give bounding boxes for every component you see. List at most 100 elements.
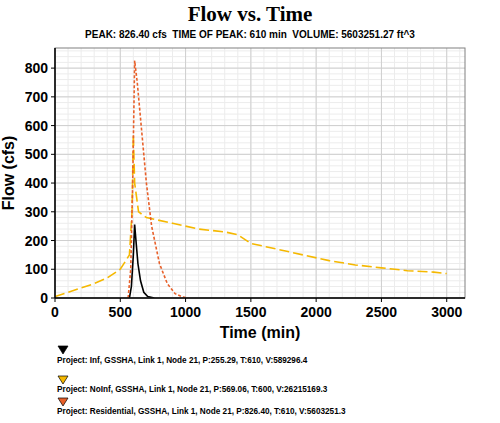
minor-grid-line: [250, 48, 251, 298]
y-tick: [51, 298, 55, 299]
grid-line: [55, 48, 56, 298]
minor-grid-line: [55, 79, 465, 80]
grid-line: [120, 48, 121, 298]
y-tick: [51, 154, 55, 155]
grid-line: [55, 68, 465, 69]
y-tick: [51, 125, 55, 126]
minor-grid-line: [55, 102, 465, 103]
y-tick-label: 600: [25, 118, 49, 134]
grid-line: [55, 298, 465, 299]
minor-grid-line: [185, 48, 186, 298]
x-tick: [446, 298, 447, 302]
x-tick-label: 0: [51, 304, 59, 320]
y-tick-label: 800: [25, 60, 49, 76]
legend-label: Project: NoInf, GSSHA, Link 1, Node 21, …: [57, 385, 328, 394]
minor-grid-line: [55, 165, 465, 166]
title: Flow vs. Time: [188, 2, 313, 26]
x-tick-label: 2500: [366, 304, 397, 320]
x-tick: [250, 298, 251, 302]
minor-grid-line: [55, 263, 465, 264]
minor-grid-line: [55, 68, 465, 69]
minor-grid-line: [55, 171, 465, 172]
x-tick: [120, 298, 121, 302]
grid-line: [55, 269, 465, 270]
series-line: [55, 134, 447, 296]
minor-grid-line: [55, 234, 465, 235]
minor-grid-line: [55, 91, 465, 92]
series-line: [128, 61, 188, 298]
grid-line: [316, 48, 317, 298]
minor-grid-line: [55, 275, 465, 276]
minor-grid-line: [55, 217, 465, 218]
x-axis: [55, 297, 465, 299]
minor-grid-line: [55, 137, 465, 138]
grid-line: [250, 48, 251, 298]
x-tick-label: 500: [109, 304, 133, 320]
minor-grid-line: [55, 119, 465, 120]
grid-line: [381, 48, 382, 298]
minor-grid-line: [120, 48, 121, 298]
y-tick-label: 200: [25, 233, 49, 249]
grid-line: [55, 211, 465, 212]
y-tick: [51, 211, 55, 212]
y-tick-label: 400: [25, 175, 49, 191]
minor-grid-line: [55, 188, 465, 189]
x-tick-label: 2000: [301, 304, 332, 320]
minor-grid-line: [55, 280, 465, 281]
legend-label: Project: Residential, GSSHA, Link 1, Nod…: [57, 407, 346, 416]
grid-line: [55, 183, 465, 184]
minor-grid-line: [55, 211, 465, 212]
legend-label: Project: Inf, GSSHA, Link 1, Node 21, P:…: [57, 356, 308, 365]
grid-line: [55, 125, 465, 126]
legend-marker: [58, 346, 68, 354]
y-tick-label: 0: [40, 290, 48, 306]
x-axis-label: Time (min): [220, 324, 301, 341]
chart: Flow vs. TimePEAK: 826.40 cfs TIME OF PE…: [0, 0, 500, 423]
minor-grid-line: [55, 96, 465, 97]
y-axis: [54, 48, 56, 298]
y-tick: [51, 269, 55, 270]
legend-marker: [58, 398, 68, 406]
minor-grid-line: [55, 257, 465, 258]
minor-grid-line: [55, 223, 465, 224]
minor-grid-line: [55, 286, 465, 287]
minor-grid-line: [55, 108, 465, 109]
y-tick: [51, 183, 55, 184]
grid-line: [55, 96, 465, 97]
x-tick-label: 3000: [431, 304, 462, 320]
minor-grid-line: [55, 177, 465, 178]
grid-line: [55, 154, 465, 155]
series-group: [55, 61, 447, 298]
minor-grid-line: [55, 114, 465, 115]
minor-grid-line: [55, 56, 465, 57]
y-tick-label: 700: [25, 89, 49, 105]
minor-grid-line: [55, 142, 465, 143]
grid-line: [55, 240, 465, 241]
minor-grid-line: [55, 160, 465, 161]
series-line: [129, 225, 154, 298]
minor-grid-line: [55, 62, 465, 63]
legend-marker: [58, 376, 68, 384]
minor-grid-line: [55, 148, 465, 149]
grid-line: [185, 48, 186, 298]
minor-grid-line: [55, 125, 465, 126]
minor-grid-line: [446, 48, 447, 298]
y-tick: [51, 68, 55, 69]
minor-grid-line: [55, 200, 465, 201]
x-tick-label: 1000: [170, 304, 201, 320]
y-tick-label: 500: [25, 146, 49, 162]
y-tick-label: 100: [25, 261, 49, 277]
minor-grid-line: [55, 194, 465, 195]
minor-grid-line: [55, 298, 465, 299]
grid: [55, 48, 465, 298]
x-tick: [316, 298, 317, 302]
minor-grid-line: [55, 73, 465, 74]
minor-grid-line: [55, 48, 56, 298]
minor-grid-line: [55, 50, 465, 51]
minor-grid-line: [55, 269, 465, 270]
minor-grid-line: [55, 183, 465, 184]
minor-grid-line: [316, 48, 317, 298]
grid-line: [446, 48, 447, 298]
plot-area: [55, 48, 465, 298]
legend: Project: Inf, GSSHA, Link 1, Node 21, P:…: [57, 346, 346, 416]
